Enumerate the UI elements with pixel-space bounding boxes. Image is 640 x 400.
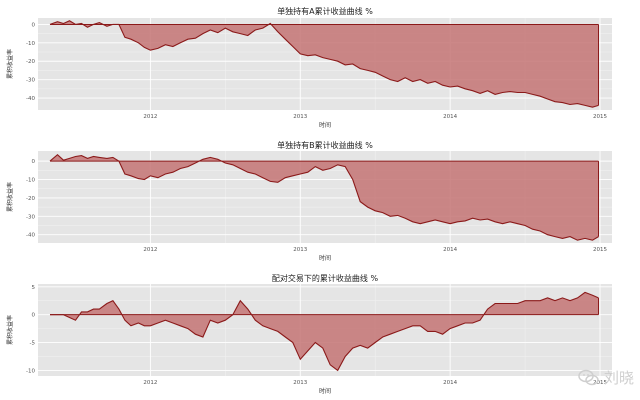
chart-1: 2012 2013 2014 2015 0 -10 -20 -30 -40 单独持有A累计收益曲线… <box>6 6 612 129</box>
return-line <box>49 20 599 108</box>
x-axis-label: 时间 <box>319 254 331 262</box>
chart-title: 单独持有B累计收益曲线 % <box>277 140 373 150</box>
y-tick-label: -20 <box>26 59 35 65</box>
y-tick-label: -20 <box>26 196 35 202</box>
x-tick-label: 2013 <box>293 114 307 120</box>
y-tick-label: 0 <box>32 159 36 165</box>
y-tick-label: -10 <box>26 178 35 184</box>
return-area <box>50 154 599 241</box>
return-area <box>50 20 599 108</box>
x-tick-label: 2014 <box>443 247 457 253</box>
y-tick-label: -5 <box>30 341 36 347</box>
y-tick-label: -10 <box>26 41 35 47</box>
chart-3: 2012 2013 2014 2015 5 0 -5 -10 配对交易下的累计收益曲线 % 时间 累… <box>6 273 612 395</box>
x-axis-label: 时间 <box>319 387 331 395</box>
y-tick-label: -40 <box>26 96 35 102</box>
y-tick-label: -30 <box>26 214 35 220</box>
x-tick-label: 2013 <box>293 380 307 386</box>
return-line <box>50 291 599 372</box>
watermark-text: 刘晓 <box>603 369 634 387</box>
x-tick-label: 2012 <box>143 247 157 253</box>
y-tick-label: 0 <box>32 313 36 319</box>
y-tick-label: 0 <box>32 22 36 28</box>
x-axis-label: 时间 <box>319 121 331 129</box>
y-axis-label: 累积收益率 <box>6 315 14 345</box>
y-axis-label: 累积收益率 <box>6 182 14 212</box>
y-axis-label: 累积收益率 <box>6 49 14 79</box>
chart-title: 单独持有A累计收益曲线 % <box>277 6 373 16</box>
x-tick-label: 2013 <box>293 247 307 253</box>
chart-2: 2012 2013 2014 2015 0 -10 -20 -30 -40 单独持有B累计收益曲线… <box>6 140 612 262</box>
x-tick-label: 2015 <box>593 380 607 386</box>
return-area <box>50 292 599 371</box>
chart-title: 配对交易下的累计收益曲线 % <box>272 273 379 283</box>
y-tick-label: -40 <box>26 233 35 239</box>
x-tick-label: 2012 <box>143 114 157 120</box>
x-tick-label: 2014 <box>443 380 457 386</box>
y-tick-label: -30 <box>26 78 35 84</box>
x-tick-label: 2012 <box>143 380 157 386</box>
wechat-icon <box>578 369 599 385</box>
x-tick-label: 2015 <box>593 247 607 253</box>
y-tick-label: -10 <box>26 368 35 374</box>
y-tick-label: 5 <box>32 285 36 291</box>
watermark: 刘晓 <box>578 367 634 388</box>
x-tick-label: 2015 <box>593 114 607 120</box>
return-line <box>49 153 599 241</box>
x-tick-label: 2014 <box>443 114 457 120</box>
